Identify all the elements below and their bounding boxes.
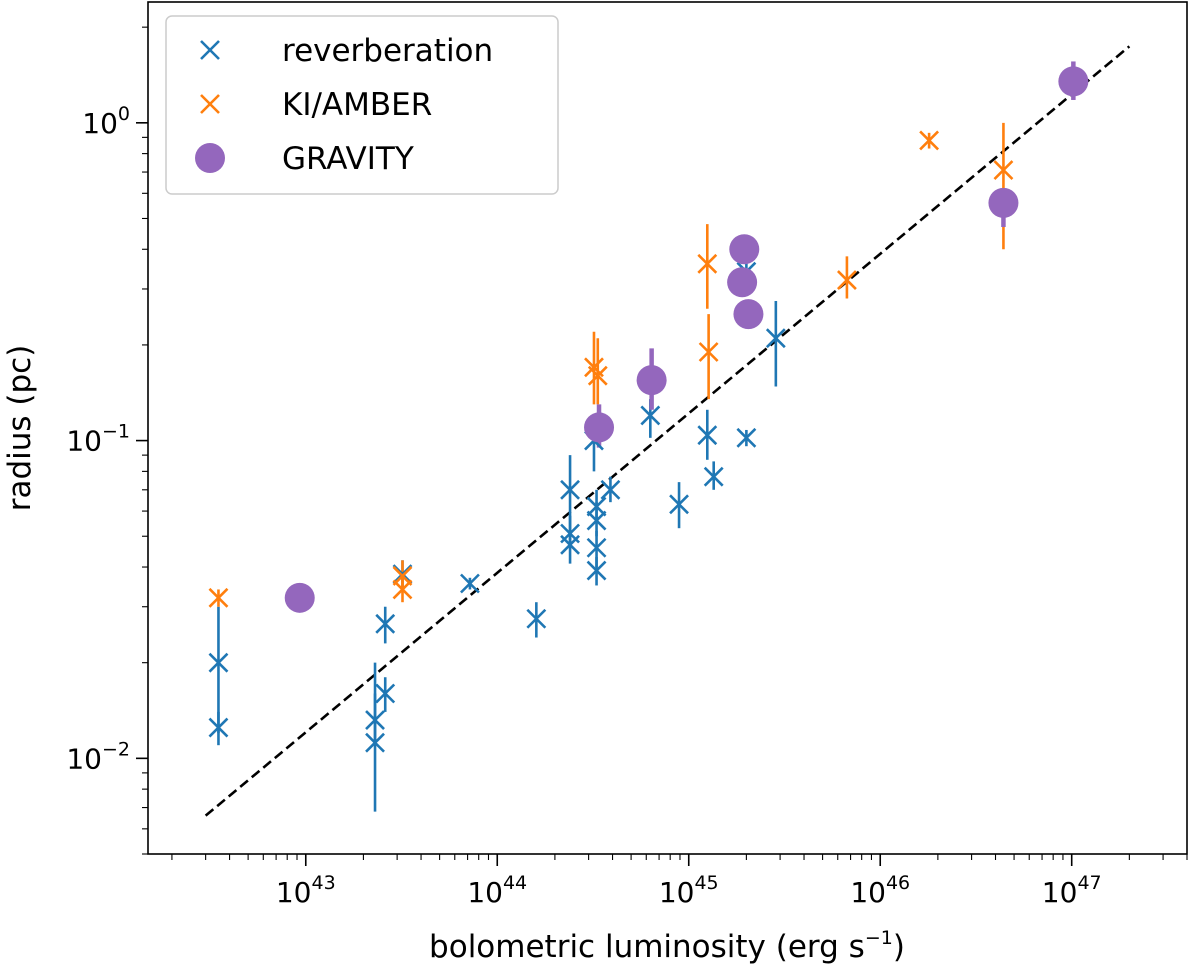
- markers-layer: [208, 66, 1089, 753]
- data-point-reverberation: [669, 494, 689, 515]
- x-tick-label: 1046: [850, 872, 910, 909]
- x-marker-stroke: [586, 496, 607, 517]
- legend-items: reverberation KI/AMBER GRAVITY: [195, 33, 493, 177]
- x-marker-stroke: [365, 732, 385, 753]
- data-point-ki-amber: [698, 342, 719, 362]
- data-point-reverberation: [375, 613, 396, 634]
- plot-frame: [147, 1, 1188, 855]
- legend-label: GRAVITY: [282, 141, 414, 177]
- data-point-reverberation: [765, 328, 786, 349]
- data-point-gravity: [284, 582, 315, 613]
- data-point-reverberation: [208, 717, 229, 738]
- x-marker-stroke: [600, 479, 621, 500]
- data-point-reverberation: [600, 479, 621, 500]
- y-tick-label: 10−1: [66, 421, 130, 458]
- data-point-gravity: [733, 299, 764, 330]
- data-point-reverberation: [460, 573, 480, 594]
- data-point-reverberation: [560, 479, 580, 500]
- legend-box: [165, 15, 559, 195]
- x-axis-title: bolometric luminosity (erg s−1): [429, 927, 905, 965]
- data-point-reverberation: [586, 560, 607, 581]
- x-marker-stroke: [586, 560, 607, 581]
- x-marker-stroke: [669, 494, 689, 515]
- data-point-reverberation: [697, 425, 718, 446]
- data-point-gravity: [584, 412, 615, 443]
- legend-marker-gravity: [195, 143, 225, 173]
- x-marker-stroke: [736, 427, 757, 448]
- x-marker-stroke: [208, 587, 229, 608]
- x-marker-stroke: [765, 328, 786, 349]
- x-tick-label: 1044: [467, 872, 527, 909]
- x-marker-stroke: [208, 652, 229, 673]
- data-point-ki-amber: [919, 130, 940, 151]
- fit-line: [204, 45, 1131, 817]
- data-point-reverberation: [640, 405, 661, 426]
- x-marker-stroke: [698, 342, 719, 362]
- data-point-reverberation: [560, 523, 580, 544]
- data-point-reverberation: [526, 608, 547, 629]
- legend: reverberation KI/AMBER GRAVITY: [165, 15, 559, 195]
- y-tick-label: 100: [82, 103, 130, 140]
- x-marker-stroke: [586, 537, 607, 558]
- x-marker-stroke: [365, 710, 385, 730]
- x-tick-label: 1047: [1042, 872, 1102, 909]
- data-point-reverberation: [736, 427, 757, 448]
- data-point-reverberation: [365, 732, 385, 753]
- data-point-gravity: [727, 267, 758, 298]
- x-marker-stroke: [526, 608, 547, 629]
- data-point-gravity: [988, 187, 1019, 218]
- data-point-reverberation: [375, 683, 396, 704]
- x-marker-stroke: [697, 425, 718, 446]
- data-point-ki-amber: [697, 253, 718, 274]
- data-point-ki-amber: [587, 365, 608, 386]
- ticks-layer: [136, 26, 1188, 866]
- data-point-reverberation: [208, 652, 229, 673]
- y-tick-label: 10−2: [66, 738, 130, 775]
- x-marker-stroke: [703, 466, 724, 487]
- x-marker-stroke: [392, 566, 413, 586]
- x-marker-stroke: [560, 479, 580, 500]
- fit-line-layer: [204, 45, 1131, 817]
- x-marker-stroke: [460, 573, 480, 594]
- y-axis-title: radius (pc): [2, 345, 38, 512]
- x-marker-stroke: [375, 683, 396, 704]
- x-marker-stroke: [640, 405, 661, 426]
- data-point-gravity: [1058, 66, 1089, 97]
- x-tick-label: 1043: [276, 872, 336, 909]
- data-point-reverberation: [703, 466, 724, 487]
- x-marker-stroke: [837, 270, 857, 290]
- tick-labels-layer: 1043 1044 1045 1046 1047 10−2 10−1 100: [66, 103, 1101, 909]
- data-point-ki-amber: [837, 270, 857, 290]
- data-point-ki-amber: [208, 587, 229, 608]
- x-marker-stroke: [208, 717, 229, 738]
- x-marker-stroke: [584, 357, 604, 378]
- data-point-reverberation: [586, 537, 607, 558]
- x-marker-stroke: [586, 510, 607, 531]
- legend-marker-reverberation: [200, 40, 220, 60]
- data-point-gravity: [729, 234, 760, 265]
- data-point-reverberation: [586, 510, 607, 531]
- x-marker-stroke: [200, 94, 220, 114]
- data-point-ki-amber: [993, 160, 1014, 181]
- data-point-ki-amber: [392, 566, 413, 586]
- x-marker-stroke: [200, 40, 220, 60]
- x-marker-stroke: [560, 523, 580, 544]
- data-point-reverberation: [586, 496, 607, 517]
- legend-label: reverberation: [282, 33, 493, 69]
- x-marker-stroke: [587, 365, 608, 386]
- legend-marker-ki-amber: [200, 94, 220, 114]
- x-marker-stroke: [375, 613, 396, 634]
- legend-label: KI/AMBER: [282, 87, 432, 123]
- x-marker-stroke: [993, 160, 1014, 181]
- data-point-gravity: [636, 365, 667, 396]
- x-marker-stroke: [919, 130, 940, 151]
- x-tick-label: 1045: [659, 872, 719, 909]
- x-marker-stroke: [697, 253, 718, 274]
- data-point-reverberation: [365, 710, 385, 730]
